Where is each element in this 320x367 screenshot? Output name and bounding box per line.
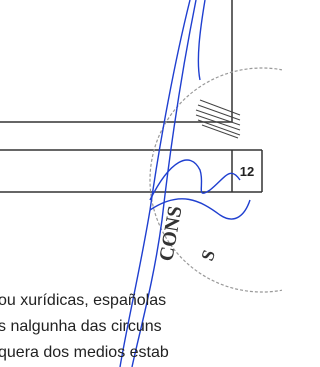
signature [120,0,250,367]
stamp-hatching [196,100,240,138]
page: 12 CONS S ou xurídicas, españolas s nalg… [0,0,282,367]
cell-number: 12 [240,164,254,179]
stamp-text: S [197,247,219,263]
body-line: ou xurídicas, españolas [0,292,166,309]
body-line: s nalgunha das circuns [0,318,162,335]
document-scan: 12 CONS S ou xurídicas, españolas s nalg… [0,0,282,367]
body-line: quera dos medios estab [0,344,169,361]
